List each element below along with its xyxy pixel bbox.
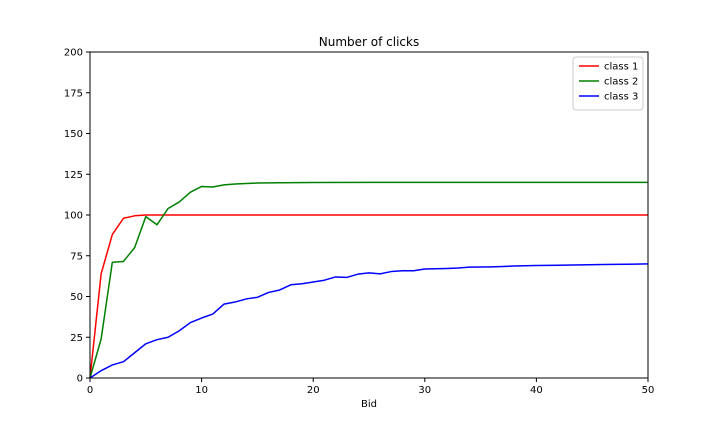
series-line-1 [89, 214, 648, 379]
x-tick-label: 40 [530, 385, 543, 396]
y-tick-label: 200 [64, 48, 83, 59]
legend-label-2: class 2 [604, 77, 638, 88]
x-tick-label: 10 [195, 385, 208, 396]
legend-label-3: class 3 [604, 92, 638, 103]
x-tick-label: 30 [418, 385, 431, 396]
y-tick-label: 50 [70, 292, 83, 303]
y-tick-label: 75 [70, 251, 83, 262]
y-tick-label: 175 [64, 88, 83, 99]
series-line-2 [89, 181, 648, 379]
y-tick-label: 100 [64, 211, 83, 222]
y-axis-ticks: 0 25 50 75 100 125 150 175 200 [64, 48, 90, 385]
x-tick-label: 20 [307, 385, 320, 396]
y-tick-label: 125 [64, 170, 83, 181]
y-tick-label: 0 [77, 374, 83, 385]
series-line-3 [89, 263, 649, 379]
legend: class 1 class 2 class 3 [572, 56, 644, 111]
x-tick-label: 50 [642, 385, 655, 396]
legend-label-1: class 1 [604, 62, 638, 73]
x-tick-label: 0 [87, 385, 93, 396]
series-lines [89, 181, 649, 379]
x-axis-label: Bid [361, 399, 377, 410]
y-tick-label: 25 [70, 333, 83, 344]
y-tick-label: 150 [64, 129, 83, 140]
x-axis-ticks: 0 10 20 30 40 50 [87, 378, 655, 396]
chart-title: Number of clicks [319, 35, 419, 49]
